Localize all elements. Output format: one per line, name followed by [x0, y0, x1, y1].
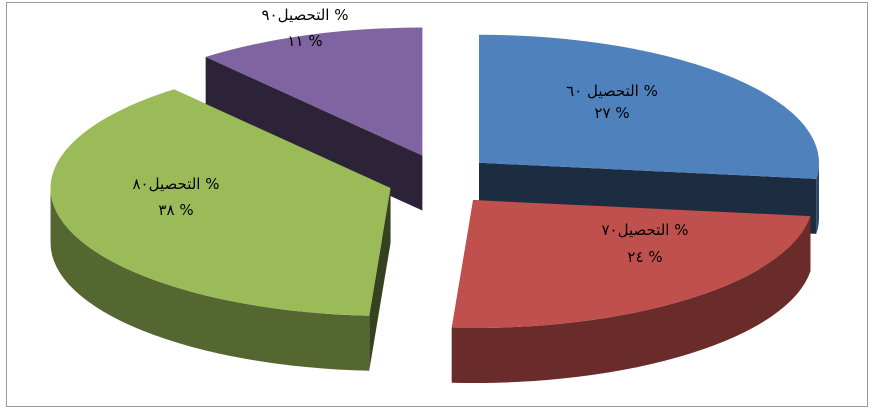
- slice-outer-wall: [816, 162, 820, 234]
- slice-label-1: التحصيل ٦٠ %: [566, 82, 658, 100]
- slice-top: [205, 27, 423, 156]
- slice-label-2: التحصيل٧٠ %: [602, 221, 689, 239]
- slice-outer-wall: [451, 216, 811, 384]
- pie-slice-3: [50, 89, 391, 371]
- slice-top: [451, 200, 811, 329]
- slice-side-wall: [205, 56, 423, 211]
- slice-value-label-4: ١١ %: [287, 32, 322, 50]
- slice-value-label-2: ٢٤ %: [627, 248, 662, 266]
- slice-outer-wall: [50, 188, 370, 371]
- slice-top: [479, 34, 820, 179]
- slice-label-4: التحصيل٩٠ %: [262, 6, 349, 24]
- pie-slice-4: [205, 27, 423, 211]
- slice-label-3: التحصيل٨٠ %: [133, 175, 220, 193]
- slice-value-label-3: ٣٨ %: [158, 201, 193, 219]
- pie-slice-2: [451, 200, 811, 384]
- slice-value-label-1: ٢٧ %: [594, 104, 629, 122]
- slice-top: [50, 89, 391, 316]
